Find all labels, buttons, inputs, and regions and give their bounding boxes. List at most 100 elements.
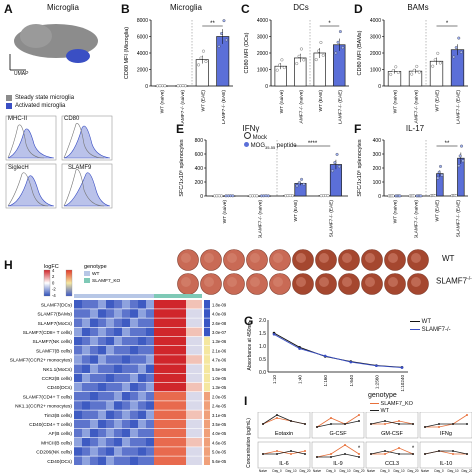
heatmap-cell: [122, 300, 130, 309]
x-tick-label: WT (naive): [159, 90, 165, 114]
data-point: [452, 55, 456, 59]
g-data-point: [349, 360, 353, 364]
data-point: [317, 49, 321, 53]
data-point: [224, 38, 228, 42]
heatmap-cell: [82, 346, 90, 355]
heatmap-cell: [170, 309, 178, 318]
i-data-point: [276, 453, 278, 455]
g-x-tick-label: 1:10240: [400, 375, 405, 392]
heatmap-cell: [154, 318, 162, 327]
i-data-point: [262, 453, 264, 455]
pvalue-cell: [204, 392, 210, 401]
i-data-point: [398, 420, 400, 422]
heatmap-cell: [114, 300, 122, 309]
panel-b-label: B: [121, 2, 130, 16]
data-point: [436, 176, 440, 180]
pvalue-label: 4.6e-05: [212, 440, 227, 445]
heatmap-cell: [98, 419, 106, 429]
heatmap-cell: [186, 355, 194, 364]
i-data-point: [438, 426, 440, 428]
heatmap-cell: [170, 373, 178, 383]
heatmap-cell: [154, 309, 162, 318]
heatmap-cell: [98, 346, 106, 355]
data-point: [302, 58, 306, 62]
i-data-point: [384, 423, 386, 425]
heatmap-cell: [138, 309, 146, 318]
heatmap-cell: [186, 438, 194, 447]
i-data-point: [276, 414, 278, 416]
panel-a-title: Microglia: [46, 3, 79, 12]
heatmap-row-label: SLAMF7(DCs): [41, 302, 73, 308]
heatmap-cell: [162, 438, 170, 447]
x-tick-label: WT (naive): [393, 200, 399, 224]
heatmap-cell: [146, 428, 154, 438]
i-data-point: [438, 423, 440, 425]
i-data-point: [316, 426, 318, 428]
data-point: [460, 144, 463, 148]
heatmap-cell: [146, 447, 154, 456]
g-data-point: [298, 347, 301, 350]
data-point: [278, 63, 282, 67]
heatmap-cell: [122, 318, 130, 327]
heatmap-cell: [74, 456, 82, 465]
i-panel-title: GM-CSF: [381, 431, 403, 437]
heatmap-cell: [122, 438, 130, 447]
g-x-tick-label: 1:640: [349, 375, 354, 387]
data-point: [331, 169, 334, 173]
heatmap-cell: [146, 309, 154, 318]
panel-i-legend: SLAMF7_KO WT: [370, 401, 413, 415]
data-point: [280, 58, 284, 62]
y-tick-label: 200: [195, 180, 204, 186]
heatmap-cell: [82, 355, 90, 364]
heatmap-cell: [82, 318, 90, 327]
heatmap-cell: [98, 428, 106, 438]
data-point: [334, 51, 338, 55]
logfc-legend-title: logFC: [44, 264, 59, 270]
g-x-tick-label: 1:160: [323, 375, 328, 387]
heatmap-cell: [186, 300, 194, 309]
heatmap-cell: [130, 327, 138, 337]
hist-cd80: [61, 115, 113, 161]
panel-a-label: A: [4, 2, 13, 16]
hist-mhcii: [5, 115, 57, 161]
genotype-annotation-cell: [162, 294, 170, 298]
i-series-line: [316, 444, 360, 458]
i-data-point: [290, 420, 292, 422]
heatmap-cell: [74, 309, 82, 318]
heatmap-cell: [154, 401, 162, 410]
heatmap-row-label: NK1.1(CCR2+ monocytes): [15, 404, 72, 410]
data-point: [300, 177, 304, 181]
heatmap-cell: [178, 346, 186, 355]
i-panel-frame: [365, 412, 419, 439]
logfc-colorbar: [43, 269, 51, 297]
heatmap-cell: [162, 392, 170, 401]
i-data-point: [330, 417, 332, 419]
elispot-well-highlight: [319, 277, 329, 287]
heatmap-cell: [154, 364, 162, 373]
logfc-tick: -2: [52, 287, 56, 292]
pvalue-label: 4.0e-09: [212, 312, 227, 317]
significance-label: *: [446, 21, 449, 27]
heatmap-cell: [154, 456, 162, 465]
data-point: [336, 40, 340, 44]
y-tick-label: 4000: [257, 18, 268, 24]
g-series-line: [273, 333, 403, 369]
heatmap-cell: [162, 346, 170, 355]
data-point: [220, 194, 223, 198]
y-tick-label: 2000: [370, 51, 381, 57]
logfc-tick: -4: [52, 293, 56, 298]
i-data-point: [358, 456, 360, 458]
data-point: [297, 54, 301, 58]
i-data-point: [304, 453, 306, 455]
heatmap-cell: [114, 336, 122, 346]
elispot-well-highlight: [250, 277, 260, 287]
y-tick-label: 100: [373, 180, 382, 186]
heatmap-cell: [162, 456, 170, 465]
i-data-point: [358, 420, 360, 422]
heatmap-cell: [106, 456, 114, 465]
data-point: [338, 30, 342, 33]
heatmap-cell: [98, 373, 106, 383]
heatmap-cell: [106, 318, 114, 327]
i-x-tick-label: Day_10: [340, 469, 351, 473]
heatmap-cell: [138, 410, 146, 419]
